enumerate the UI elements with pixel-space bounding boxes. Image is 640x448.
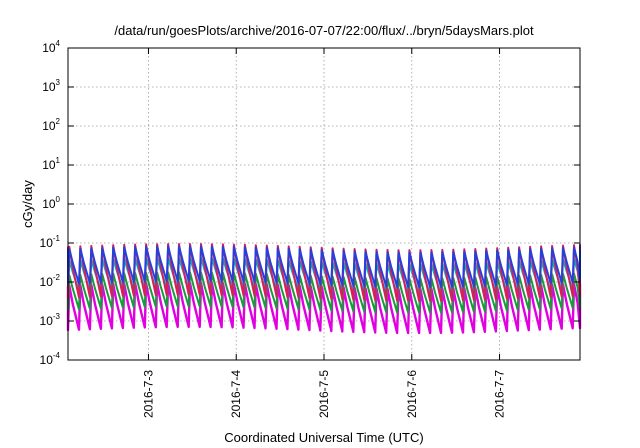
y-tick-label: 10-1 [40, 234, 61, 250]
series-line [67, 245, 581, 289]
y-tick-label: 10-4 [40, 351, 61, 367]
y-tick-label: 104 [42, 39, 60, 55]
x-tick-label: 2016-7-3 [141, 370, 155, 418]
series-layer [66, 243, 582, 335]
y-axis: 10-4 10-3 10-2 10-1 100 101 102 103 104 [40, 39, 580, 367]
x-axis-label: Coordinated Universal Time (UTC) [224, 430, 423, 445]
x-tick-label: 2016-7-6 [405, 370, 419, 418]
chart-title: /data/run/goesPlots/archive/2016-07-07/2… [114, 23, 534, 38]
x-axis: 2016-7-3 2016-7-4 2016-7-5 2016-7-6 2016-7-7 [141, 48, 507, 418]
x-tick-label: 2016-7-5 [317, 370, 331, 418]
y-tick-label: 10-3 [40, 312, 61, 328]
series-line [66, 281, 582, 335]
x-tick-label: 2016-7-7 [493, 370, 507, 418]
y-tick-label: 10-2 [40, 273, 61, 289]
y-tick-label: 103 [42, 78, 60, 94]
y-tick-label: 100 [42, 195, 60, 211]
x-tick-label: 2016-7-4 [229, 370, 243, 418]
y-tick-label: 102 [42, 117, 60, 133]
series-line [67, 271, 581, 314]
y-axis-label: cGy/day [20, 180, 35, 228]
y-tick-label: 101 [42, 156, 60, 172]
